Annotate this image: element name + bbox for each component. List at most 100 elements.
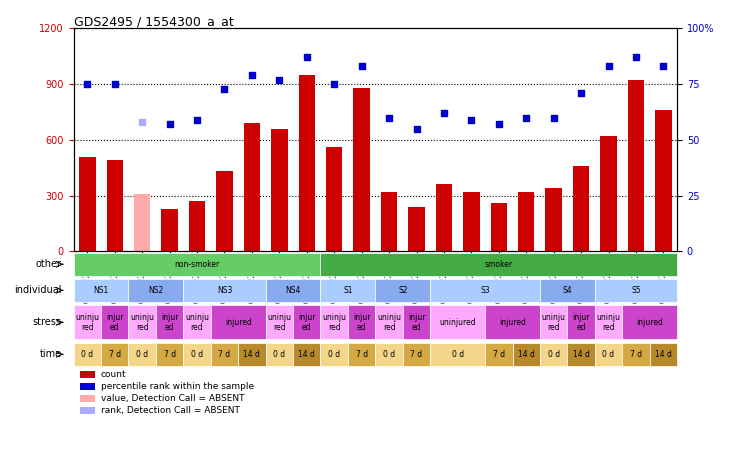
FancyBboxPatch shape: [540, 279, 595, 302]
Text: S5: S5: [631, 286, 641, 295]
Text: value, Detection Call = ABSENT: value, Detection Call = ABSENT: [101, 394, 244, 402]
Text: NS3: NS3: [217, 286, 232, 295]
Text: S2: S2: [398, 286, 408, 295]
Bar: [79, 407, 95, 414]
Bar: [436, 184, 452, 251]
Text: uninju
red: uninju red: [75, 313, 99, 332]
Bar: [601, 136, 617, 251]
Point: [136, 118, 148, 126]
Bar: [216, 172, 233, 251]
Point: [328, 81, 340, 88]
Point: [520, 114, 532, 121]
Text: 7 d: 7 d: [109, 350, 121, 359]
Text: 14 d: 14 d: [298, 350, 315, 359]
Text: stress: stress: [32, 317, 62, 328]
FancyBboxPatch shape: [74, 343, 101, 366]
FancyBboxPatch shape: [403, 343, 431, 366]
Point: [191, 116, 203, 124]
Text: smoker: smoker: [485, 260, 513, 269]
Text: uninjured: uninjured: [439, 318, 476, 327]
Text: injur
ed: injur ed: [161, 313, 178, 332]
FancyBboxPatch shape: [183, 305, 210, 339]
Text: 0 d: 0 d: [383, 350, 395, 359]
FancyBboxPatch shape: [595, 279, 677, 302]
FancyBboxPatch shape: [595, 305, 622, 339]
Text: uninju
red: uninju red: [185, 313, 209, 332]
Text: rank, Detection Call = ABSENT: rank, Detection Call = ABSENT: [101, 406, 240, 414]
FancyBboxPatch shape: [129, 305, 156, 339]
Point: [576, 89, 587, 97]
Bar: [107, 160, 123, 251]
FancyBboxPatch shape: [403, 305, 431, 339]
Point: [438, 109, 450, 117]
Text: injur
ed: injur ed: [106, 313, 124, 332]
Bar: [326, 147, 342, 251]
Text: 0 d: 0 d: [603, 350, 615, 359]
FancyBboxPatch shape: [320, 279, 375, 302]
Point: [163, 120, 175, 128]
Text: 14 d: 14 d: [244, 350, 261, 359]
Bar: [381, 192, 397, 251]
Text: 0 d: 0 d: [191, 350, 203, 359]
FancyBboxPatch shape: [210, 343, 238, 366]
Text: S3: S3: [481, 286, 490, 295]
Bar: [79, 156, 96, 251]
FancyBboxPatch shape: [74, 279, 129, 302]
FancyBboxPatch shape: [485, 305, 540, 339]
FancyBboxPatch shape: [348, 305, 375, 339]
FancyBboxPatch shape: [512, 343, 540, 366]
FancyBboxPatch shape: [348, 343, 375, 366]
FancyBboxPatch shape: [156, 305, 183, 339]
FancyBboxPatch shape: [540, 343, 567, 366]
Text: uninju
red: uninju red: [542, 313, 566, 332]
Text: uninju
red: uninju red: [322, 313, 346, 332]
Point: [603, 63, 615, 70]
FancyBboxPatch shape: [650, 343, 677, 366]
FancyBboxPatch shape: [266, 305, 293, 339]
Text: uninju
red: uninju red: [597, 313, 620, 332]
Text: percentile rank within the sample: percentile rank within the sample: [101, 382, 254, 391]
FancyBboxPatch shape: [129, 343, 156, 366]
Text: 0 d: 0 d: [273, 350, 286, 359]
Text: NS4: NS4: [286, 286, 301, 295]
Text: 7 d: 7 d: [630, 350, 642, 359]
Text: non-smoker: non-smoker: [174, 260, 219, 269]
FancyBboxPatch shape: [431, 343, 485, 366]
Point: [411, 125, 422, 132]
Text: 7 d: 7 d: [163, 350, 176, 359]
FancyBboxPatch shape: [431, 279, 540, 302]
Bar: [79, 383, 95, 390]
Text: individual: individual: [14, 285, 62, 295]
Bar: [299, 75, 315, 251]
Text: NS1: NS1: [93, 286, 109, 295]
Point: [246, 72, 258, 79]
FancyBboxPatch shape: [375, 279, 431, 302]
Bar: [628, 81, 644, 251]
Point: [274, 76, 286, 83]
FancyBboxPatch shape: [156, 343, 183, 366]
Point: [82, 81, 93, 88]
FancyBboxPatch shape: [266, 279, 320, 302]
Text: uninju
red: uninju red: [267, 313, 291, 332]
Point: [657, 63, 669, 70]
Text: injured: injured: [636, 318, 663, 327]
Point: [109, 81, 121, 88]
Bar: [545, 188, 562, 251]
FancyBboxPatch shape: [622, 305, 677, 339]
FancyBboxPatch shape: [129, 279, 183, 302]
Text: 0 d: 0 d: [136, 350, 148, 359]
Text: 14 d: 14 d: [655, 350, 672, 359]
FancyBboxPatch shape: [101, 343, 129, 366]
Text: injured: injured: [499, 318, 526, 327]
Text: 7 d: 7 d: [492, 350, 505, 359]
Bar: [491, 203, 507, 251]
FancyBboxPatch shape: [183, 343, 210, 366]
Text: count: count: [101, 370, 127, 379]
FancyBboxPatch shape: [375, 343, 403, 366]
FancyBboxPatch shape: [293, 343, 320, 366]
FancyBboxPatch shape: [183, 279, 266, 302]
Text: 7 d: 7 d: [411, 350, 422, 359]
Bar: [161, 209, 178, 251]
Bar: [463, 192, 480, 251]
Text: time: time: [40, 349, 62, 359]
